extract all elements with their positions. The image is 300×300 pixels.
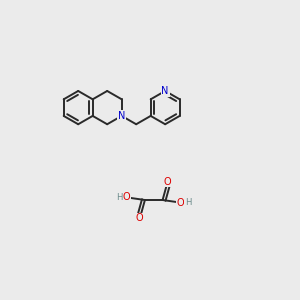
Text: O: O — [123, 192, 130, 202]
Text: N: N — [118, 111, 125, 121]
Text: N: N — [161, 86, 169, 96]
Text: O: O — [164, 176, 172, 187]
Text: H: H — [116, 193, 122, 202]
Text: O: O — [136, 214, 144, 224]
Text: O: O — [177, 198, 184, 208]
Text: H: H — [185, 198, 191, 207]
